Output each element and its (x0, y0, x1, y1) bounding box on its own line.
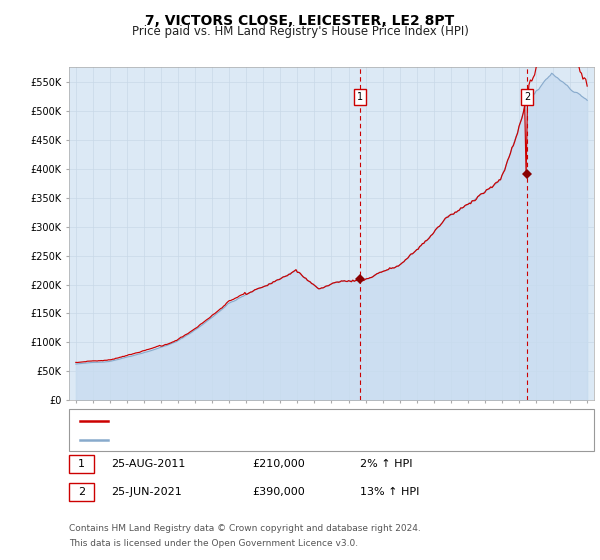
Text: 25-JUN-2021: 25-JUN-2021 (111, 487, 182, 497)
Text: 1: 1 (356, 92, 362, 102)
Text: £390,000: £390,000 (252, 487, 305, 497)
Text: HPI: Average price, detached house, Leicester: HPI: Average price, detached house, Leic… (115, 435, 372, 445)
Text: 7, VICTORS CLOSE, LEICESTER, LE2 8PT (detached house): 7, VICTORS CLOSE, LEICESTER, LE2 8PT (de… (115, 416, 439, 426)
Text: 2: 2 (78, 487, 85, 497)
Text: 7, VICTORS CLOSE, LEICESTER, LE2 8PT: 7, VICTORS CLOSE, LEICESTER, LE2 8PT (145, 14, 455, 28)
Text: This data is licensed under the Open Government Licence v3.0.: This data is licensed under the Open Gov… (69, 539, 358, 548)
Text: 2: 2 (524, 92, 530, 102)
Text: 25-AUG-2011: 25-AUG-2011 (111, 459, 185, 469)
Text: Price paid vs. HM Land Registry's House Price Index (HPI): Price paid vs. HM Land Registry's House … (131, 25, 469, 38)
Text: 1: 1 (78, 459, 85, 469)
Text: Contains HM Land Registry data © Crown copyright and database right 2024.: Contains HM Land Registry data © Crown c… (69, 524, 421, 533)
Text: £210,000: £210,000 (252, 459, 305, 469)
Text: 2% ↑ HPI: 2% ↑ HPI (360, 459, 413, 469)
Text: 13% ↑ HPI: 13% ↑ HPI (360, 487, 419, 497)
